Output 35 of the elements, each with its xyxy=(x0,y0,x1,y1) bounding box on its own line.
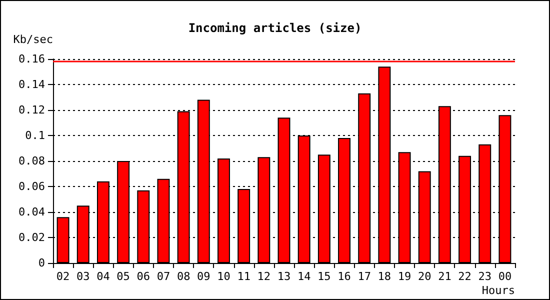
x-tick-label: 15 xyxy=(318,270,331,283)
x-tick-label: 18 xyxy=(378,270,392,283)
x-tick-label: 11 xyxy=(237,270,250,283)
x-tick-label: 19 xyxy=(398,270,412,283)
x-tick-label: 00 xyxy=(498,270,512,283)
x-tick-label: 21 xyxy=(438,270,452,283)
x-tick-label: 03 xyxy=(76,270,90,283)
x-tick-label: 22 xyxy=(458,270,472,283)
x-tick-label: 14 xyxy=(297,270,312,283)
x-tick-label: 23 xyxy=(478,270,492,283)
x-tick-label: 04 xyxy=(96,270,110,283)
y-tick-label: 0.16 xyxy=(18,52,45,66)
y-axis-title: Kb/sec xyxy=(13,33,53,46)
x-tick-label: 02 xyxy=(56,270,70,283)
y-tick-label: 0.12 xyxy=(18,104,45,116)
x-tick-label: 06 xyxy=(136,270,150,283)
y-tick-label: 0.1 xyxy=(25,129,45,142)
y-tick-label: 0.02 xyxy=(18,231,45,244)
x-tick-label: 20 xyxy=(418,270,432,283)
x-tick-label: 16 xyxy=(338,270,351,283)
x-tick-label: 13 xyxy=(277,270,291,283)
y-tick-label: 0.14 xyxy=(18,78,46,91)
y-tick-label: 0.06 xyxy=(18,180,45,193)
x-tick-label: 09 xyxy=(197,270,210,283)
x-axis-title: Hours xyxy=(482,284,515,297)
chart-title: Incoming articles (size) xyxy=(188,21,362,35)
x-tick-label: 07 xyxy=(156,270,170,283)
y-tick-label: 0.08 xyxy=(18,154,45,168)
x-tick-label: 05 xyxy=(116,270,130,283)
x-tick-label: 10 xyxy=(217,270,230,283)
y-tick-label: 0.04 xyxy=(18,206,46,218)
x-tick-label: 08 xyxy=(176,270,190,283)
x-tick-label: 12 xyxy=(257,270,271,283)
x-tick-label: 17 xyxy=(358,270,371,283)
y-tick-label: 0 xyxy=(38,256,45,270)
